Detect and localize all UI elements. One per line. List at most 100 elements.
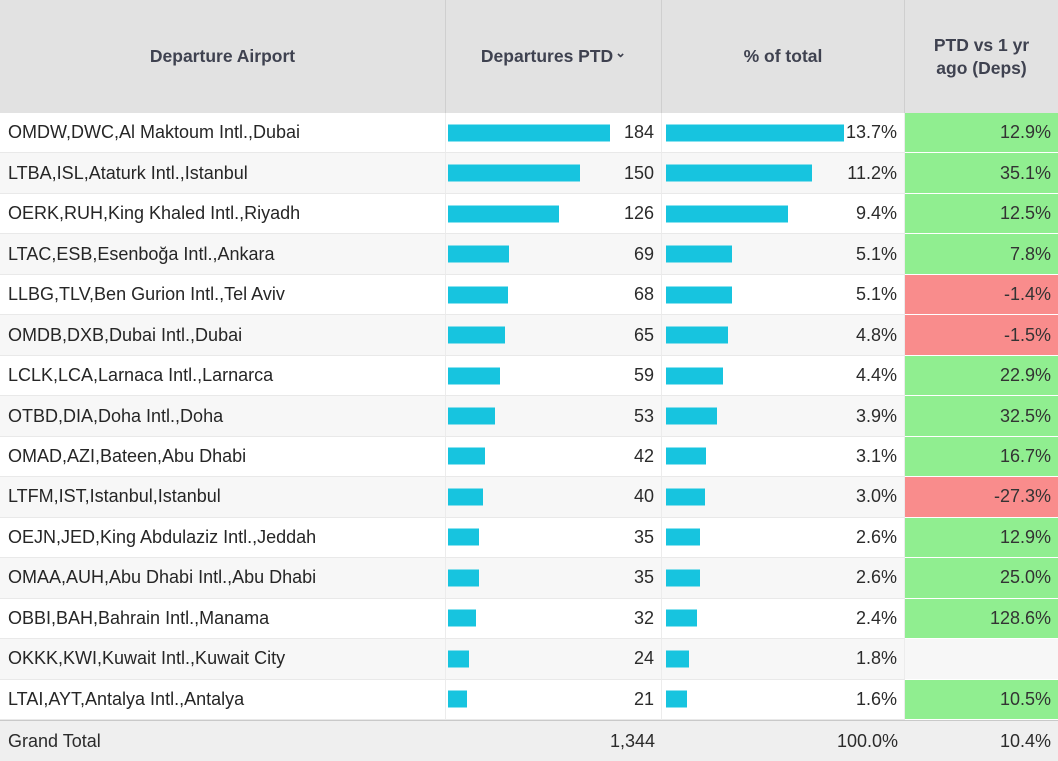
vs-1yr-value: 10.5% (999, 688, 1051, 709)
departures-data-bar (448, 164, 581, 182)
vs-1yr-value: 16.7% (999, 445, 1051, 466)
pct-of-total-cell: 1.6% (662, 679, 905, 721)
departures-data-bar (448, 367, 500, 385)
pct-of-total-cell: 2.6% (662, 517, 905, 559)
vs-1yr-cell: 10.5% (905, 679, 1058, 721)
pct-of-total-value: 3.1% (855, 445, 897, 466)
departures-value: 32 (633, 607, 654, 628)
departures-value: 42 (633, 445, 654, 466)
column-header-label: Departure Airport (149, 46, 296, 67)
pct-of-total-value: 1.6% (855, 688, 897, 709)
pct-of-total-cell: 11.2% (662, 153, 905, 194)
table-row[interactable]: LLBG,TLV,Ben Gurion Intl.,Tel Aviv 68 5.1%… (0, 274, 1058, 316)
airport-name: OBBI,BAH,Bahrain Intl.,Manama (0, 598, 446, 640)
table-row[interactable]: OMDW,DWC,Al Maktoum Intl.,Dubai 184 13.7% 1… (0, 113, 1058, 154)
vs-1yr-value: -1.4% (1003, 284, 1051, 305)
departures-cell: 35 (446, 517, 662, 559)
column-header-departure-airport[interactable]: Departure Airport (0, 0, 446, 113)
pct-of-total-data-bar (666, 447, 707, 465)
departures-value: 150 (623, 162, 654, 183)
pct-of-total-value: 5.1% (855, 243, 897, 264)
departures-cell: 21 (446, 679, 662, 721)
table-row[interactable]: OMAD,AZI,Bateen,Abu Dhabi 42 3.1% 16.7% (0, 436, 1058, 478)
departures-data-bar (448, 326, 506, 344)
vs-1yr-cell: 35.1% (905, 153, 1058, 194)
departures-value: 53 (633, 405, 654, 426)
table-row[interactable]: LTFM,IST,Istanbul,Istanbul 40 3.0% -27.3% (0, 477, 1058, 518)
table-row[interactable]: OERK,RUH,King Khaled Intl.,Riyadh 126 9.4%… (0, 193, 1058, 235)
vs-1yr-cell: 22.9% (905, 355, 1058, 397)
vs-1yr-cell: 12.9% (905, 517, 1058, 559)
airport-name: LTAI,AYT,Antalya Intl.,Antalya (0, 679, 446, 721)
grand-total-row[interactable]: Grand Total 1,344 100.0% 10.4% (0, 720, 1058, 761)
pct-of-total-data-bar (666, 609, 698, 627)
vs-1yr-cell: -1.4% (905, 274, 1058, 316)
table-row[interactable]: LTBA,ISL,Ataturk Intl.,Istanbul 150 11.2% 3… (0, 153, 1058, 194)
vs-1yr-cell: 25.0% (905, 558, 1058, 599)
vs-1yr-value: 7.8% (1009, 243, 1051, 264)
table-row[interactable]: LTAC,ESB,Esenboğa Intl.,Ankara 69 5.1% 7.8% (0, 234, 1058, 275)
pct-of-total-value: 2.4% (855, 607, 897, 628)
vs-1yr-value: 32.5% (999, 405, 1051, 426)
pct-of-total-data-bar (666, 488, 705, 506)
pct-of-total-data-bar (666, 124, 844, 142)
column-header-label: Departures PTD (480, 46, 614, 67)
departures-data-bar (448, 690, 467, 708)
pct-of-total-cell: 2.4% (662, 598, 905, 640)
airport-name: OEJN,JED,King Abdulaziz Intl.,Jeddah (0, 517, 446, 559)
pct-of-total-value: 2.6% (855, 526, 897, 547)
airport-name: OMAD,AZI,Bateen,Abu Dhabi (0, 436, 446, 478)
vs-1yr-cell: 32.5% (905, 396, 1058, 437)
pct-of-total-value: 11.2% (847, 162, 897, 183)
column-header-departures-ptd[interactable]: Departures PTD ⌄ (446, 0, 662, 113)
departures-cell: 65 (446, 315, 662, 356)
pct-of-total-data-bar (666, 407, 717, 425)
pct-of-total-value: 2.6% (855, 567, 897, 588)
grand-total-departures: 1,344 (609, 730, 655, 751)
departures-cell: 24 (446, 639, 662, 680)
departures-data-bar (448, 488, 484, 506)
pct-of-total-value: 9.4% (855, 203, 897, 224)
column-header-pct-of-total[interactable]: % of total (662, 0, 905, 113)
vs-1yr-cell: 128.6% (905, 598, 1058, 640)
table-header: Departure Airport Departures PTD ⌄ % of t… (0, 0, 1058, 113)
airport-name: LLBG,TLV,Ben Gurion Intl.,Tel Aviv (0, 274, 446, 316)
pct-of-total-cell: 2.6% (662, 558, 905, 599)
table-row[interactable]: OBBI,BAH,Bahrain Intl.,Manama 32 2.4% 128.6… (0, 598, 1058, 640)
vs-1yr-value: 22.9% (999, 365, 1051, 386)
departures-cell: 68 (446, 274, 662, 316)
table-row[interactable]: OMAA,AUH,Abu Dhabi Intl.,Abu Dhabi 35 2.6%… (0, 558, 1058, 599)
vs-1yr-value: 12.5% (999, 203, 1051, 224)
pct-of-total-cell: 3.9% (662, 396, 905, 437)
airport-name: OMDW,DWC,Al Maktoum Intl.,Dubai (0, 113, 446, 154)
table-row[interactable]: LTAI,AYT,Antalya Intl.,Antalya 21 1.6% 10.5… (0, 679, 1058, 721)
table-row[interactable]: OKKK,KWI,Kuwait Intl.,Kuwait City 24 1.8% (0, 639, 1058, 680)
pct-of-total-data-bar (666, 569, 700, 587)
pct-of-total-value: 4.4% (855, 365, 897, 386)
departures-value: 184 (623, 122, 654, 143)
pct-of-total-data-bar (666, 367, 724, 385)
vs-1yr-value: 12.9% (999, 526, 1051, 547)
departures-data-bar (448, 407, 495, 425)
table-row[interactable]: OEJN,JED,King Abdulaziz Intl.,Jeddah 35 2.… (0, 517, 1058, 559)
sort-descending-icon: ⌄ (615, 45, 627, 61)
vs-1yr-value: 12.9% (999, 122, 1051, 143)
table-row[interactable]: OMDB,DXB,Dubai Intl.,Dubai 65 4.8% -1.5% (0, 315, 1058, 356)
departures-value: 21 (633, 688, 654, 709)
departures-value: 69 (633, 243, 654, 264)
vs-1yr-value: -1.5% (1003, 324, 1051, 345)
table-body: OMDW,DWC,Al Maktoum Intl.,Dubai 184 13.7% 1… (0, 113, 1058, 721)
grand-total-pct: 100.0% (836, 730, 898, 751)
pct-of-total-data-bar (666, 326, 729, 344)
departures-value: 59 (633, 365, 654, 386)
table-row[interactable]: LCLK,LCA,Larnaca Intl.,Larnarca 59 4.4% 22.… (0, 355, 1058, 397)
vs-1yr-cell: 16.7% (905, 436, 1058, 478)
vs-1yr-cell: -1.5% (905, 315, 1058, 356)
pct-of-total-cell: 5.1% (662, 234, 905, 275)
pct-of-total-value: 13.7% (845, 122, 897, 143)
table-row[interactable]: OTBD,DIA,Doha Intl.,Doha 53 3.9% 32.5% (0, 396, 1058, 437)
pct-of-total-value: 1.8% (855, 648, 897, 669)
column-header-ptd-vs-1yr[interactable]: PTD vs 1 yr ago (Deps) (905, 0, 1058, 113)
pct-of-total-value: 5.1% (855, 284, 897, 305)
departures-value: 35 (633, 567, 654, 588)
